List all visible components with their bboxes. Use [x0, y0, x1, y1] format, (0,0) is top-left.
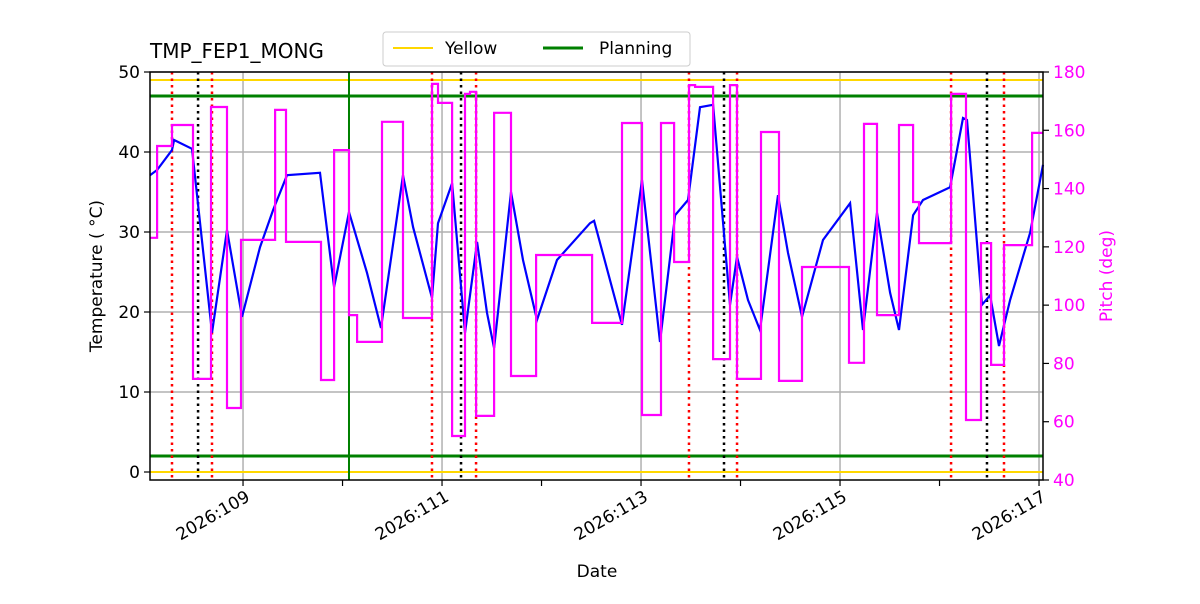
y-axis-right-label: Pitch (deg)	[1097, 230, 1117, 322]
y-right-tick-label: 120	[1053, 238, 1085, 258]
y-tick-label: 10	[118, 383, 140, 403]
x-tick-label: 2026:115	[770, 487, 851, 545]
chart-title: TMP_FEP1_MONG	[149, 39, 324, 63]
x-axis-label: Date	[577, 562, 618, 582]
pitch-line	[150, 82, 1043, 438]
temperature-line	[149, 103, 1045, 349]
x-tick-label: 2026:113	[571, 487, 652, 545]
y-right-tick-label: 100	[1053, 296, 1085, 316]
y-tick-label: 40	[118, 143, 140, 163]
y-tick-label: 50	[118, 63, 140, 83]
plot-marks	[149, 72, 1045, 480]
y-right-tick-label: 80	[1053, 354, 1075, 374]
y-tick-label: 30	[118, 223, 140, 243]
y-right-tick-label: 60	[1053, 413, 1075, 433]
legend: Yellow Planning	[382, 31, 691, 67]
y-right-tick-label: 180	[1053, 63, 1085, 83]
y-right-tick-label: 160	[1053, 121, 1085, 141]
y-axis-label: Temperature ( °C)	[87, 200, 107, 353]
y-right-tick-label: 40	[1053, 471, 1075, 491]
legend-label-yellow: Yellow	[444, 39, 497, 59]
y-right-tick-label: 140	[1053, 180, 1085, 200]
legend-label-planning: Planning	[599, 39, 672, 59]
x-tick-label: 2026:109	[173, 487, 254, 545]
y-tick-label: 0	[129, 463, 140, 483]
x-tick-label: 2026:117	[969, 487, 1050, 545]
x-tick-label: 2026:111	[372, 487, 453, 545]
plot-frame	[149, 71, 1044, 481]
y-tick-label: 20	[118, 303, 140, 323]
grid	[150, 71, 1043, 480]
legend-box	[382, 31, 691, 67]
